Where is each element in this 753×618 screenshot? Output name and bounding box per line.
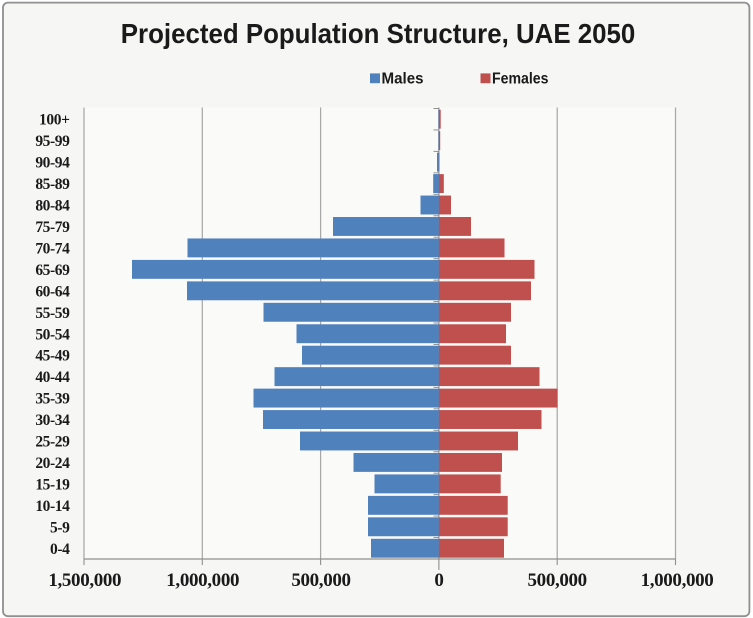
svg-text:45-49: 45-49 (35, 348, 70, 365)
svg-text:40-44: 40-44 (35, 369, 70, 386)
svg-text:90-94: 90-94 (35, 155, 70, 172)
svg-text:1,000,000: 1,000,000 (166, 570, 239, 591)
svg-text:30-34: 30-34 (35, 412, 70, 429)
svg-text:60-64: 60-64 (35, 283, 70, 300)
svg-text:25-29: 25-29 (35, 434, 70, 451)
svg-text:0: 0 (434, 570, 443, 591)
svg-text:1,000,000: 1,000,000 (641, 570, 714, 591)
svg-text:75-79: 75-79 (35, 219, 70, 236)
svg-text:70-74: 70-74 (35, 240, 70, 257)
svg-text:10-14: 10-14 (35, 498, 70, 515)
svg-text:1,500,000: 1,500,000 (48, 570, 121, 591)
svg-text:100+: 100+ (39, 112, 70, 129)
svg-text:50-54: 50-54 (35, 326, 70, 343)
svg-text:0-4: 0-4 (50, 541, 70, 558)
svg-text:95-99: 95-99 (35, 133, 70, 150)
svg-text:55-59: 55-59 (35, 305, 70, 322)
svg-text:65-69: 65-69 (35, 262, 70, 279)
svg-text:500,000: 500,000 (291, 570, 350, 591)
svg-text:35-39: 35-39 (35, 391, 70, 408)
svg-text:Projected Population Structure: Projected Population Structure, UAE 2050 (121, 18, 636, 49)
svg-text:15-19: 15-19 (35, 476, 70, 493)
svg-text:5-9: 5-9 (50, 519, 70, 536)
svg-text:Males: Males (382, 71, 424, 88)
svg-text:500,000: 500,000 (528, 570, 587, 591)
svg-text:80-84: 80-84 (35, 198, 70, 215)
svg-text:Females: Females (492, 71, 549, 88)
svg-text:20-24: 20-24 (35, 455, 70, 472)
svg-text:85-89: 85-89 (35, 176, 70, 193)
